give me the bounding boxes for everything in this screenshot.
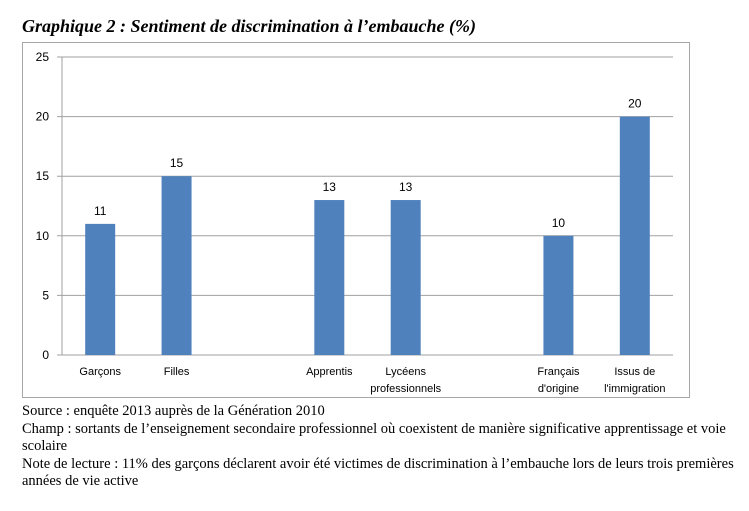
x-tick-label: Filles <box>164 366 190 378</box>
data-label: 20 <box>628 97 642 111</box>
lecture-note: Note de lecture : 11% des garçons déclar… <box>22 455 734 490</box>
data-label: 10 <box>552 216 566 230</box>
data-label: 15 <box>170 156 184 170</box>
x-tick-label: Issus de <box>614 366 655 378</box>
data-label: 11 <box>94 204 107 218</box>
source-note: Source : enquête 2013 auprès de la Génér… <box>22 403 325 419</box>
bar <box>161 176 192 355</box>
bar-chart: 0 5 10 15 20 25 11 Garçons 15 Filles 13 Apprentis 13… <box>36 50 673 395</box>
bar <box>619 116 650 355</box>
x-tick-label: Lycéens <box>385 366 426 378</box>
bar <box>314 200 345 355</box>
x-tick-label: Apprentis <box>306 366 353 378</box>
y-tick-label: 25 <box>36 50 50 64</box>
y-tick-label: 10 <box>36 229 50 243</box>
chart-notes: Source : enquête 2013 auprès de la Génér… <box>22 403 742 491</box>
y-tick-label: 0 <box>42 348 49 362</box>
x-tick-label: d'origine <box>538 383 579 395</box>
y-tick-label: 20 <box>36 110 50 124</box>
y-tick-label: 5 <box>42 288 49 302</box>
champ-note: Champ : sortants de l’enseignement secon… <box>22 420 726 455</box>
x-tick-label: Garçons <box>79 366 121 378</box>
chart-frame <box>22 42 690 398</box>
bar <box>543 235 574 355</box>
bar <box>85 223 116 355</box>
x-tick-label: professionnels <box>370 383 441 395</box>
x-tick-label: Français <box>537 366 580 378</box>
data-label: 13 <box>323 180 337 194</box>
bar <box>390 200 421 355</box>
chart-title: Graphique 2 : Sentiment de discriminatio… <box>22 16 477 36</box>
x-tick-label: l'immigration <box>604 383 665 395</box>
y-tick-label: 15 <box>36 169 50 183</box>
data-label: 13 <box>399 180 413 194</box>
